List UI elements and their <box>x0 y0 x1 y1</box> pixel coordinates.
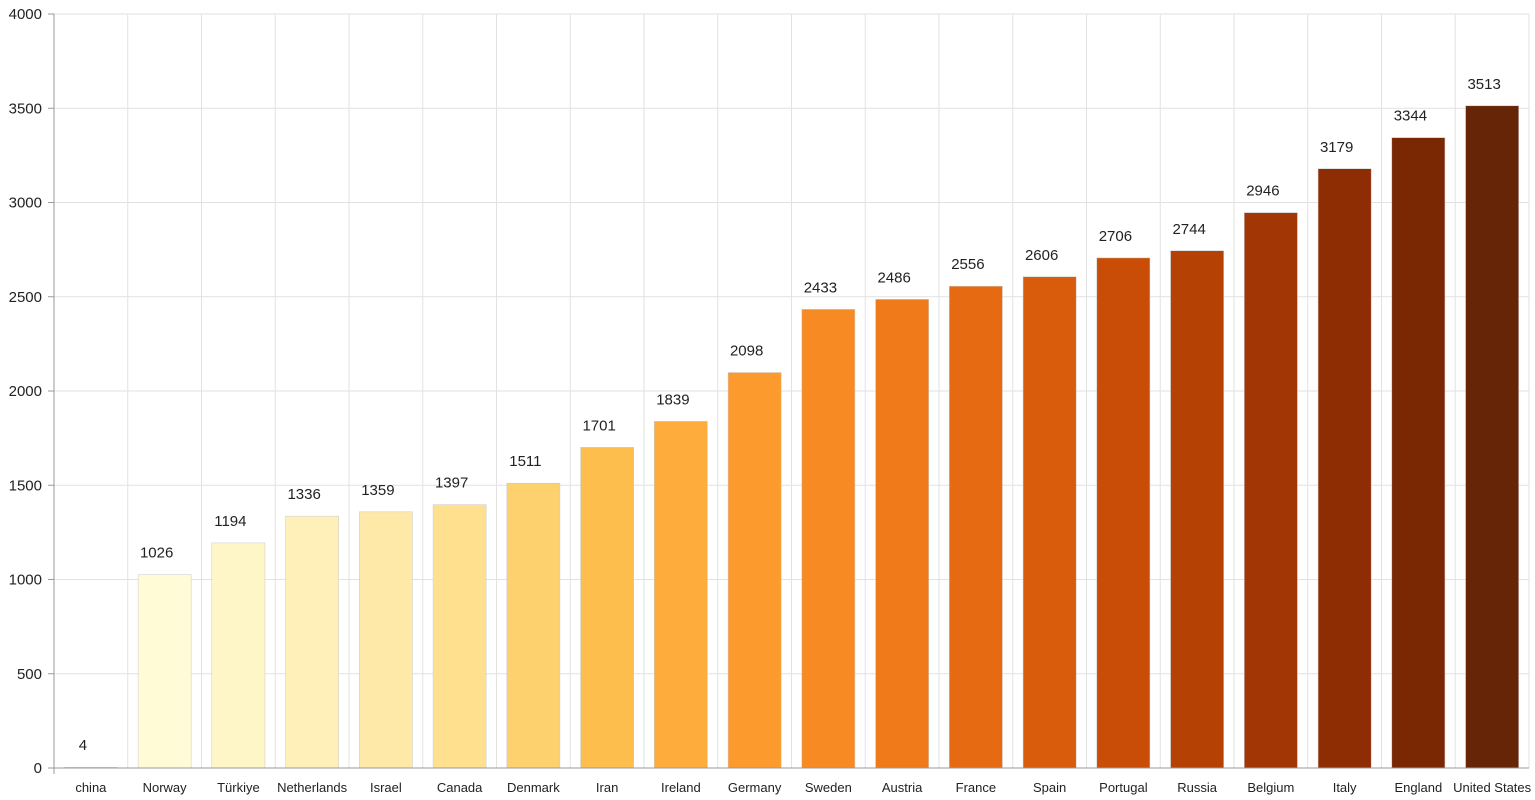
bar-austria <box>875 299 929 769</box>
data-label: 1336 <box>287 486 320 503</box>
bar-england <box>1391 137 1446 769</box>
bar-belgium <box>1244 212 1298 769</box>
y-tick-label: 500 <box>17 666 42 683</box>
bar-ireland <box>654 421 708 769</box>
x-tick-label: Sweden <box>805 780 852 795</box>
bar-russia <box>1170 250 1224 769</box>
bar-türkiye <box>211 542 266 769</box>
bar-germany <box>727 372 782 769</box>
data-label: 2946 <box>1246 183 1279 200</box>
data-label: 1701 <box>582 417 615 434</box>
data-label: 2098 <box>730 343 763 360</box>
y-tick-label: 1500 <box>9 477 42 494</box>
x-tick-label: Italy <box>1333 780 1357 795</box>
x-tick-label: Spain <box>1033 780 1066 795</box>
bar-portugal <box>1096 257 1151 769</box>
x-tick-label: United States <box>1453 780 1532 795</box>
bar-canada <box>432 504 487 769</box>
data-label: 2486 <box>877 269 910 286</box>
x-tick-label: Israel <box>370 780 402 795</box>
x-tick-label: Ireland <box>661 780 701 795</box>
bar-united-states <box>1465 105 1519 769</box>
x-tick-label: Belgium <box>1247 780 1294 795</box>
data-label: 1359 <box>361 482 394 499</box>
grid <box>53 13 1530 769</box>
y-tick-label: 2000 <box>9 383 42 400</box>
bar-france <box>949 285 1003 769</box>
data-label: 1397 <box>435 475 468 492</box>
x-tick-label: Portugal <box>1099 780 1148 795</box>
axes: 0 500 1000 1500 2000 2500 3000 3500 4000 china Nor… <box>9 6 1532 795</box>
x-tick-label: Netherlands <box>277 780 348 795</box>
data-label: 3513 <box>1467 76 1500 93</box>
data-label: 2744 <box>1172 221 1205 238</box>
data-label: 2706 <box>1099 228 1132 245</box>
data-label: 3179 <box>1320 139 1353 156</box>
data-label: 2606 <box>1025 247 1058 264</box>
data-labels: 4 1026 1194 1336 1359 1397 1511 1701 1839 2098 243… <box>79 76 1501 754</box>
y-tick-label: 4000 <box>9 6 42 23</box>
y-tick-label: 3500 <box>9 100 42 117</box>
bar-norway <box>137 574 192 769</box>
x-tick-label: Germany <box>728 780 782 795</box>
data-label: 4 <box>79 737 87 754</box>
y-tick-label: 3000 <box>9 195 42 212</box>
x-tick-label: Canada <box>437 780 483 795</box>
x-tick-label: Russia <box>1177 780 1218 795</box>
x-tick-label: Norway <box>143 780 188 795</box>
y-tick-label: 2500 <box>9 289 42 306</box>
y-tick-label: 1000 <box>9 572 42 589</box>
x-tick-label: Denmark <box>507 780 560 795</box>
bar-italy <box>1317 168 1372 769</box>
x-tick-label: England <box>1395 780 1443 795</box>
data-label: 1026 <box>140 545 173 562</box>
bars <box>64 105 1519 769</box>
bar-iran <box>580 447 634 769</box>
x-tick-label: France <box>956 780 996 795</box>
data-label: 1511 <box>509 453 541 470</box>
data-label: 1839 <box>656 391 689 408</box>
x-tick-label: Iran <box>596 780 618 795</box>
x-tick-label: china <box>75 780 107 795</box>
x-tick-label: Austria <box>882 780 923 795</box>
data-label: 2433 <box>804 279 837 296</box>
bar-netherlands <box>285 515 339 769</box>
data-label: 1194 <box>214 513 246 530</box>
data-label: 2556 <box>951 256 984 273</box>
bar-sweden <box>801 309 856 769</box>
y-tick-label: 0 <box>34 760 42 777</box>
bar-denmark <box>506 482 561 769</box>
bar-israel <box>359 511 413 769</box>
x-tick-label: Türkiye <box>217 780 260 795</box>
bar-spain <box>1022 276 1077 769</box>
data-label: 3344 <box>1394 108 1427 125</box>
